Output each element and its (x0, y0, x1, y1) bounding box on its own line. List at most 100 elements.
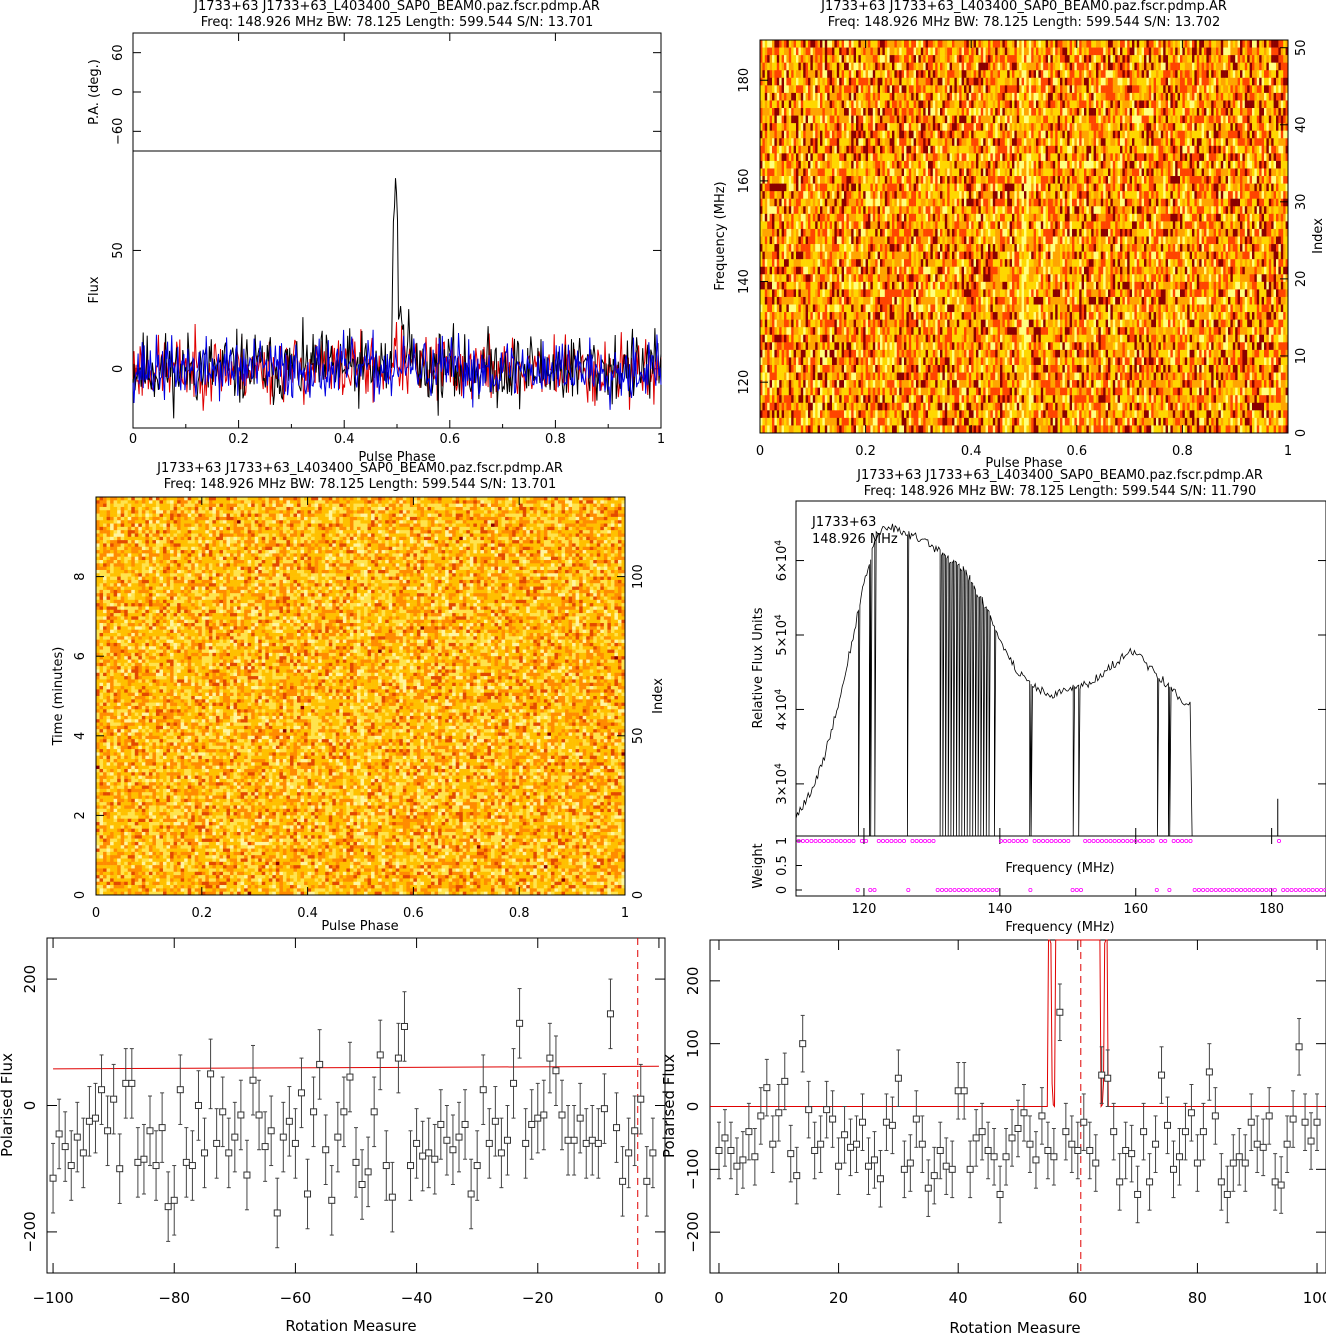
freq-phase-cell (863, 131, 866, 139)
freq-phase-cell (1166, 191, 1169, 199)
freq-phase-cell (988, 40, 991, 48)
freq-phase-cell (983, 85, 986, 93)
freq-phase-cell (890, 176, 893, 184)
freq-phase-cell (837, 191, 840, 199)
freq-phase-cell (887, 85, 890, 93)
freq-phase-cell (1230, 146, 1233, 154)
freq-phase-cell (890, 100, 893, 108)
freq-phase-cell (1007, 100, 1010, 108)
freq-phase-cell (837, 78, 840, 86)
freq-phase-cell (878, 131, 881, 139)
freq-phase-cell (892, 93, 895, 101)
freq-phase-cell (1113, 138, 1116, 146)
freq-phase-cell (1214, 108, 1217, 116)
freq-phase-cell (868, 93, 871, 101)
freq-phase-cell (1077, 85, 1080, 93)
freq-phase-cell (777, 146, 780, 154)
freq-phase-cell (880, 108, 883, 116)
freq-phase-cell (1086, 63, 1089, 71)
freq-phase-cell (969, 78, 972, 86)
freq-phase-cell (1106, 123, 1109, 131)
freq-phase-cell (820, 199, 823, 207)
freq-phase-cell (866, 176, 869, 184)
freq-phase-cell (1161, 100, 1164, 108)
freq-phase-cell (969, 108, 972, 116)
freq-phase-cell (1185, 168, 1188, 176)
freq-phase-cell (1240, 40, 1243, 48)
freq-phase-cell (942, 206, 945, 214)
freq-phase-cell (1278, 48, 1281, 56)
freq-phase-cell (921, 93, 924, 101)
freq-phase-cell (1014, 116, 1017, 124)
freq-phase-cell (1281, 70, 1284, 78)
freq-phase-cell (1038, 63, 1041, 71)
freq-phase-cell (803, 123, 806, 131)
freq-phase-cell (861, 191, 864, 199)
freq-phase-cell (868, 153, 871, 161)
freq-phase-cell (1271, 123, 1274, 131)
freq-phase-cell (1130, 131, 1133, 139)
freq-phase-cell (1257, 123, 1260, 131)
freq-phase-cell (1254, 48, 1257, 56)
freq-phase-cell (954, 191, 957, 199)
freq-phase-cell (1206, 63, 1209, 71)
freq-phase-cell (1146, 93, 1149, 101)
freq-phase-cell (954, 153, 957, 161)
freq-phase-cell (926, 123, 929, 131)
freq-phase-cell (1036, 123, 1039, 131)
freq-phase-cell (892, 123, 895, 131)
freq-phase-cell (1137, 123, 1140, 131)
freq-phase-cell (1185, 40, 1188, 48)
freq-phase-cell (1238, 85, 1241, 93)
freq-phase-cell (1185, 63, 1188, 71)
freq-phase-cell (1182, 131, 1185, 139)
freq-phase-cell (902, 168, 905, 176)
freq-phase-cell (1055, 63, 1058, 71)
freq-phase-cell (1041, 146, 1044, 154)
freq-phase-cell (770, 40, 773, 48)
freq-phase-cell (798, 93, 801, 101)
freq-phase-cell (839, 161, 842, 169)
freq-phase-cell (952, 48, 955, 56)
freq-phase-cell (813, 161, 816, 169)
freq-phase-cell (978, 131, 981, 139)
freq-phase-cell (1024, 191, 1027, 199)
freq-phase-cell (1149, 48, 1152, 56)
freq-phase-cell (1031, 153, 1034, 161)
freq-phase-cell (1007, 153, 1010, 161)
freq-phase-cell (866, 131, 869, 139)
freq-phase-cell (770, 78, 773, 86)
freq-phase-cell (837, 108, 840, 116)
freq-phase-cell (1120, 100, 1123, 108)
freq-phase-cell (906, 153, 909, 161)
freq-phase-cell (952, 123, 955, 131)
freq-phase-cell (964, 153, 967, 161)
freq-phase-cell (964, 123, 967, 131)
freq-phase-cell (1168, 116, 1171, 124)
freq-phase-cell (1158, 85, 1161, 93)
freq-phase-cell (1218, 116, 1221, 124)
freq-phase-cell (899, 63, 902, 71)
freq-phase-cell (765, 153, 768, 161)
freq-phase-cell (942, 131, 945, 139)
freq-phase-cell (1221, 70, 1224, 78)
freq-phase-cell (976, 176, 979, 184)
freq-phase-cell (930, 55, 933, 63)
freq-phase-cell (1074, 93, 1077, 101)
freq-phase-cell (928, 176, 931, 184)
freq-phase-cell (868, 48, 871, 56)
freq-phase-cell (909, 131, 912, 139)
freq-phase-cell (880, 206, 883, 214)
freq-phase-cell (971, 153, 974, 161)
freq-phase-cell (976, 184, 979, 192)
freq-phase-cell (1271, 93, 1274, 101)
freq-phase-cell (858, 40, 861, 48)
freq-phase-cell (863, 168, 866, 176)
freq-phase-cell (1000, 116, 1003, 124)
freq-phase-cell (1230, 85, 1233, 93)
freq-phase-cell (981, 168, 984, 176)
freq-phase-cell (892, 70, 895, 78)
freq-phase-cell (998, 176, 1001, 184)
freq-phase-cell (890, 138, 893, 146)
freq-phase-cell (798, 138, 801, 146)
